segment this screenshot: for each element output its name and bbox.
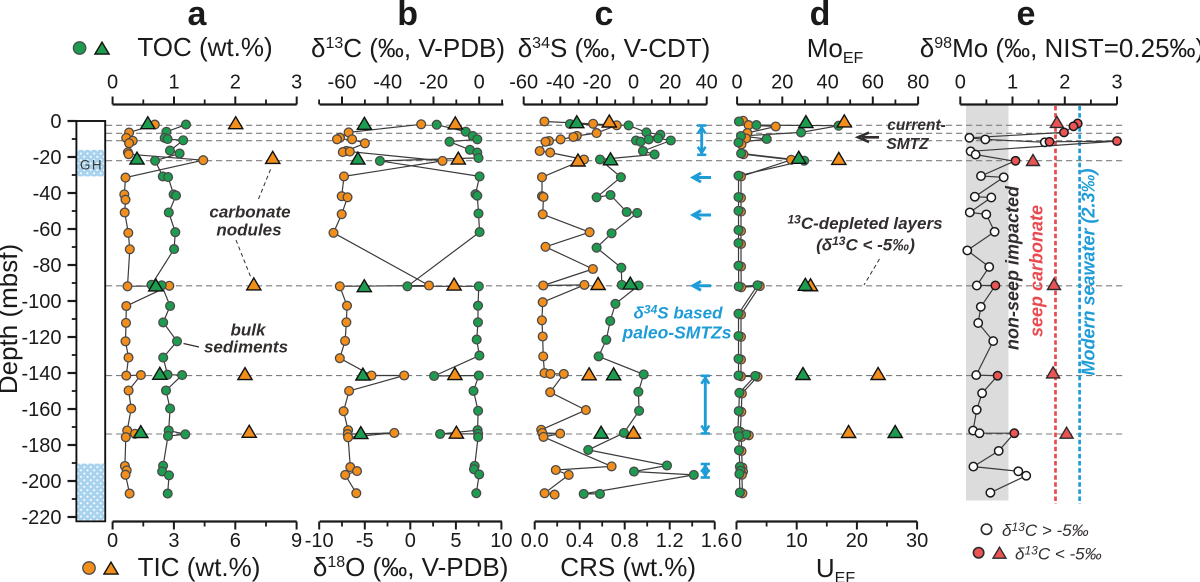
svg-text:UEF: UEF	[816, 553, 855, 582]
svg-text:0.4: 0.4	[566, 530, 594, 552]
svg-text:1: 1	[168, 72, 179, 94]
svg-text:0: 0	[731, 530, 742, 552]
svg-text:b: b	[397, 0, 418, 33]
svg-text:1: 1	[1007, 72, 1018, 94]
svg-text:TOC (wt.%): TOC (wt.%)	[137, 32, 272, 62]
svg-text:Depth (mbsf): Depth (mbsf)	[0, 244, 23, 394]
svg-text:6: 6	[230, 530, 241, 552]
svg-text:(δ13C < -5‰): (δ13C < -5‰)	[816, 234, 915, 255]
svg-text:-40: -40	[546, 72, 575, 94]
svg-text:-40: -40	[373, 72, 402, 94]
svg-text:δ13C > -5‰: δ13C > -5‰	[1002, 520, 1089, 540]
svg-text:-40: -40	[33, 183, 62, 205]
svg-text:-20: -20	[582, 72, 611, 94]
svg-text:δ34S (‰, V-CDT): δ34S (‰, V-CDT)	[518, 33, 711, 63]
svg-text:TIC (wt.%): TIC (wt.%)	[138, 552, 261, 582]
svg-text:δ13C < -5‰: δ13C < -5‰	[1015, 544, 1102, 564]
svg-text:-60: -60	[33, 219, 62, 241]
svg-text:0.8: 0.8	[611, 530, 639, 552]
svg-text:a: a	[188, 0, 208, 33]
svg-text:2: 2	[230, 72, 241, 94]
svg-text:-60: -60	[328, 72, 357, 94]
svg-text:60: 60	[862, 72, 884, 94]
svg-text:0: 0	[955, 72, 966, 94]
svg-text:80: 80	[907, 72, 929, 94]
svg-text:1.2: 1.2	[656, 530, 684, 552]
svg-text:20: 20	[846, 530, 868, 552]
svg-text:3: 3	[1111, 72, 1122, 94]
svg-text:1.6: 1.6	[701, 530, 729, 552]
svg-text:13C-depleted layers: 13C-depleted layers	[787, 213, 942, 234]
svg-text:40: 40	[696, 72, 718, 94]
svg-text:GH: GH	[80, 158, 103, 173]
svg-text:0: 0	[107, 530, 118, 552]
svg-text:0: 0	[732, 72, 743, 94]
svg-text:bulk: bulk	[231, 321, 267, 340]
svg-text:20: 20	[771, 72, 793, 94]
svg-text:Modern seawater (2.3‰): Modern seawater (2.3‰)	[1079, 168, 1099, 375]
svg-text:0.0: 0.0	[521, 530, 549, 552]
svg-text:-80: -80	[33, 255, 62, 277]
svg-text:0: 0	[474, 72, 485, 94]
svg-text:20: 20	[659, 72, 681, 94]
svg-text:δ18O (‰, V-PDB): δ18O (‰, V-PDB)	[313, 552, 509, 582]
svg-text:0: 0	[107, 72, 118, 94]
svg-text:-5: -5	[356, 530, 374, 552]
svg-text:3: 3	[168, 530, 179, 552]
svg-text:carbonate: carbonate	[209, 203, 290, 222]
svg-text:3: 3	[291, 72, 302, 94]
svg-text:-120: -120	[21, 327, 61, 349]
svg-text:40: 40	[816, 72, 838, 94]
svg-text:MoEF: MoEF	[807, 33, 864, 67]
svg-text:10: 10	[490, 530, 512, 552]
svg-text:non-seep impacted: non-seep impacted	[1003, 185, 1023, 350]
svg-text:δ13C (‰, V-PDB): δ13C (‰, V-PDB)	[311, 33, 505, 63]
svg-text:δ34S based: δ34S based	[634, 303, 724, 323]
svg-text:10: 10	[786, 530, 808, 552]
svg-text:nodules: nodules	[216, 221, 281, 240]
svg-text:e: e	[1017, 0, 1036, 33]
svg-text:SMTZ: SMTZ	[886, 136, 929, 153]
svg-text:-140: -140	[21, 363, 61, 385]
svg-text:-20: -20	[419, 72, 448, 94]
svg-text:c: c	[595, 0, 614, 33]
svg-text:-10: -10	[305, 530, 334, 552]
svg-text:-60: -60	[509, 72, 538, 94]
svg-text:-180: -180	[21, 435, 61, 457]
svg-text:seep carbonate: seep carbonate	[1027, 205, 1047, 337]
svg-text:-20: -20	[33, 147, 62, 169]
svg-text:0: 0	[50, 111, 61, 133]
svg-text:-100: -100	[21, 291, 61, 313]
svg-text:30: 30	[906, 530, 928, 552]
svg-text:-160: -160	[21, 399, 61, 421]
svg-text:9: 9	[291, 530, 302, 552]
svg-text:0: 0	[628, 72, 639, 94]
svg-text:sediments: sediments	[204, 338, 288, 357]
svg-text:2: 2	[1059, 72, 1070, 94]
svg-text:-200: -200	[21, 471, 61, 493]
svg-text:5: 5	[450, 530, 461, 552]
svg-text:0: 0	[405, 530, 416, 552]
svg-text:δ98Mo (‰, NIST=0.25‰): δ98Mo (‰, NIST=0.25‰)	[920, 33, 1200, 63]
svg-text:paleo-SMTZs: paleo-SMTZs	[622, 323, 732, 343]
svg-text:CRS (wt.%): CRS (wt.%)	[560, 552, 696, 582]
svg-text:-220: -220	[21, 507, 61, 529]
svg-text:current-: current-	[887, 117, 946, 134]
svg-text:d: d	[810, 0, 831, 33]
